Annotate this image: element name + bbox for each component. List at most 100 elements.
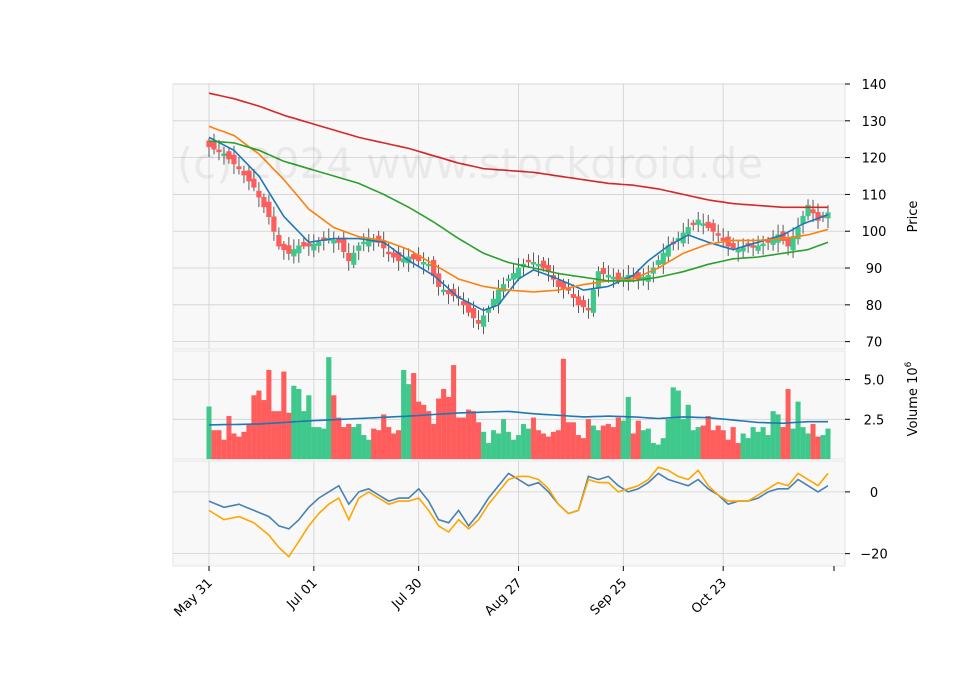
volume-bar: [825, 428, 831, 460]
candle-body: [695, 219, 701, 225]
volume-bar: [461, 417, 467, 460]
volume-bar: [715, 425, 721, 460]
x-tick-label: May 31: [172, 576, 216, 620]
volume-bar: [690, 430, 696, 460]
volume-bar: [605, 423, 611, 460]
volume-bar: [296, 388, 302, 460]
volume-bar: [490, 430, 497, 460]
candle-body: [585, 307, 591, 311]
volume-bar: [426, 411, 432, 460]
candle-body: [281, 243, 287, 251]
candle-body: [341, 237, 347, 252]
x-tick-label: Oct 23: [689, 576, 730, 617]
candle-body: [426, 263, 432, 267]
ma-fast-line: [208, 136, 829, 312]
volume-bar: [650, 442, 656, 460]
candle-body: [421, 262, 427, 265]
x-tick-label: Jul 01: [284, 576, 321, 613]
candle-body: [475, 320, 482, 324]
candle-body: [570, 294, 577, 298]
y-tick-label: 110: [862, 188, 887, 203]
ma-slow-line: [208, 140, 829, 282]
volume-bar: [321, 428, 327, 460]
ma-long-line: [208, 92, 828, 209]
candle-body: [306, 243, 312, 247]
volume-bar: [341, 427, 347, 460]
volume-axis-label: Volume 106: [904, 361, 921, 436]
volume-bar: [760, 427, 766, 460]
volume-bar: [770, 411, 776, 460]
volume-bar: [620, 420, 626, 460]
candle-body: [515, 267, 522, 279]
candle-body: [605, 274, 611, 278]
volume-bar: [680, 419, 686, 460]
candle-body: [301, 242, 307, 247]
candle-body: [470, 307, 477, 319]
candle-body: [800, 216, 806, 224]
candle-body: [580, 300, 586, 308]
volume-bar: [495, 433, 502, 460]
volume-bar: [710, 430, 716, 460]
volume-bar: [211, 430, 217, 460]
volume-bar: [346, 423, 352, 460]
y-tick-label: 70: [866, 336, 883, 351]
volume-bar: [276, 411, 282, 460]
volume-bar: [530, 417, 537, 460]
volume-bar: [271, 411, 277, 460]
candle-body: [575, 296, 582, 306]
candle-body: [685, 227, 691, 235]
volume-bar: [705, 415, 711, 460]
volume-bar: [246, 423, 252, 460]
volume-bar: [361, 435, 367, 460]
volume-bar: [481, 431, 487, 460]
volume-bar: [675, 390, 681, 460]
candle-body: [620, 276, 626, 280]
volume-bar: [665, 419, 671, 460]
candle-body: [655, 260, 661, 265]
volume-bar: [555, 430, 561, 460]
volume-bar: [615, 417, 621, 460]
volume-bar: [356, 423, 362, 460]
volume-bar: [406, 384, 412, 460]
candle-body: [266, 201, 272, 218]
volume-bar: [585, 419, 591, 460]
volume-bar: [645, 428, 651, 460]
candle-body: [810, 209, 816, 214]
volume-bar: [391, 433, 397, 460]
candle-body: [411, 254, 417, 260]
y-tick-label: 80: [866, 299, 883, 314]
candle-body: [660, 252, 666, 265]
candle-body: [291, 249, 297, 257]
candle-body: [555, 280, 562, 287]
volume-bar: [790, 428, 796, 460]
volume-bar: [261, 400, 267, 460]
volume-bar: [580, 438, 586, 460]
volume-bar: [560, 358, 566, 460]
volume-bar: [251, 395, 257, 460]
y-tick-label: 140: [862, 78, 887, 93]
watermark-text: (c) 2024 www.stockdroid.de: [177, 139, 763, 188]
x-tick-label: Sep 25: [588, 576, 631, 619]
volume-bar: [505, 431, 512, 460]
volume-bar: [700, 425, 706, 460]
volume-bar: [720, 430, 726, 460]
candle-body: [495, 289, 502, 304]
volume-bar: [565, 422, 571, 460]
volume-bar: [795, 401, 801, 460]
volume-bar: [351, 427, 357, 460]
y-tick-label: 100: [862, 225, 887, 240]
volume-bar: [510, 439, 517, 460]
volume-bar: [216, 430, 222, 460]
volume-bar: [316, 427, 322, 460]
candle-body: [720, 237, 726, 241]
candle-body: [790, 236, 796, 251]
volume-bar: [785, 388, 791, 460]
candle-body: [740, 247, 746, 252]
candle-body: [795, 227, 801, 240]
volume-bar: [725, 439, 731, 460]
x-tick-label: Aug 27: [482, 576, 525, 619]
volume-bar: [600, 425, 606, 460]
candle-body: [351, 252, 357, 265]
